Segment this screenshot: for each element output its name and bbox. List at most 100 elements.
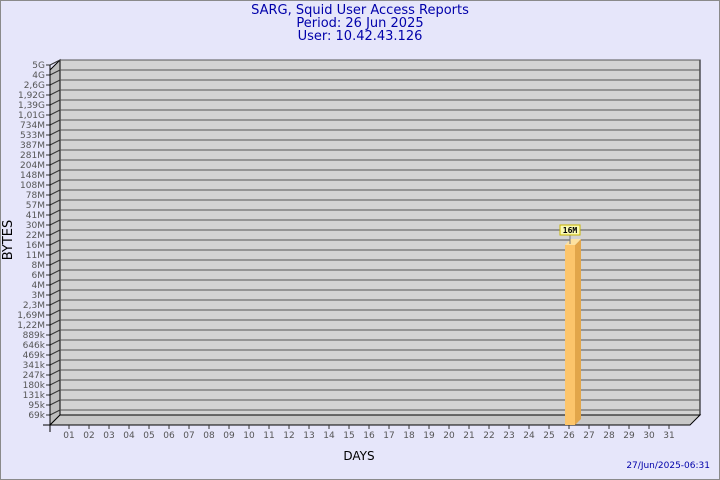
y-tick-label: 1,39G bbox=[18, 101, 45, 111]
y-tick-label: 1,92G bbox=[18, 91, 45, 101]
y-tick-label: 1,22M bbox=[17, 321, 45, 331]
y-tick-slant bbox=[49, 229, 61, 236]
y-tick-label: 131k bbox=[23, 391, 46, 401]
y-tick-slant bbox=[49, 219, 61, 226]
y-tick-slant bbox=[49, 139, 61, 146]
y-tick-slant bbox=[49, 179, 61, 186]
y-tick-slant bbox=[49, 249, 61, 256]
x-tick-label: 01 bbox=[63, 431, 74, 441]
x-tick-label: 23 bbox=[503, 431, 514, 441]
x-tick-label: 13 bbox=[303, 431, 314, 441]
x-tick-label: 09 bbox=[223, 431, 235, 441]
y-tick-label: 889k bbox=[23, 331, 46, 341]
y-tick-slant bbox=[49, 149, 61, 156]
y-tick-label: 734M bbox=[20, 121, 45, 131]
y-tick-label: 148M bbox=[20, 171, 45, 181]
bar-day-26 bbox=[565, 245, 575, 425]
y-tick-slant bbox=[49, 169, 61, 176]
y-tick-label: 387M bbox=[20, 141, 45, 151]
y-tick-slant bbox=[49, 279, 61, 286]
y-tick-slant bbox=[49, 189, 61, 196]
x-tick-label: 22 bbox=[483, 431, 494, 441]
y-tick-slant bbox=[49, 109, 61, 116]
x-tick-label: 16 bbox=[363, 431, 375, 441]
data-label-box bbox=[559, 224, 581, 236]
x-tick-label: 30 bbox=[643, 431, 655, 441]
y-tick-slant bbox=[49, 309, 61, 316]
x-tick-label: 31 bbox=[663, 431, 674, 441]
y-tick-label: 2,3M bbox=[23, 301, 45, 311]
y-tick-label: 281M bbox=[20, 151, 45, 161]
y-tick-label: 22M bbox=[26, 231, 45, 241]
floor bbox=[48, 414, 702, 426]
y-tick-slant bbox=[49, 119, 61, 126]
y-tick-slant bbox=[49, 259, 61, 266]
y-tick-slant bbox=[49, 79, 61, 86]
y-tick-label: 341k bbox=[23, 361, 46, 371]
y-tick-slant bbox=[49, 389, 61, 396]
data-label: 16M bbox=[563, 226, 578, 235]
bar-side bbox=[575, 239, 581, 425]
x-tick-label: 05 bbox=[143, 431, 154, 441]
y-tick-label: 4G bbox=[32, 71, 45, 81]
bar-top bbox=[565, 239, 581, 245]
y-tick-label: 108M bbox=[20, 181, 45, 191]
x-tick-label: 08 bbox=[203, 431, 215, 441]
y-tick-slant bbox=[49, 349, 61, 356]
x-tick-label: 26 bbox=[563, 431, 575, 441]
y-tick-slant bbox=[49, 399, 61, 406]
y-tick-slant bbox=[49, 89, 61, 96]
y-tick-slant bbox=[49, 299, 61, 306]
x-tick-label: 20 bbox=[443, 431, 455, 441]
y-tick-label: 78M bbox=[26, 191, 45, 201]
y-tick-label: 41M bbox=[26, 211, 45, 221]
chart-period: Period: 26 Jun 2025 bbox=[296, 16, 424, 31]
y-tick-label: 646k bbox=[23, 341, 46, 351]
x-tick-label: 07 bbox=[183, 431, 194, 441]
y-tick-slant bbox=[49, 69, 61, 76]
x-tick-label: 27 bbox=[583, 431, 594, 441]
y-tick-slant bbox=[49, 379, 61, 386]
y-tick-slant bbox=[49, 269, 61, 276]
y-tick-label: 30M bbox=[26, 221, 45, 231]
x-axis-label: DAYS bbox=[343, 449, 374, 463]
y-tick-slant bbox=[49, 319, 61, 326]
y-axis-label: BYTES bbox=[1, 220, 16, 261]
y-tick-slant bbox=[49, 339, 61, 346]
x-tick-label: 02 bbox=[83, 431, 94, 441]
y-tick-label: 2,6G bbox=[24, 81, 45, 91]
y-tick-label: 3M bbox=[32, 291, 46, 301]
y-tick-slant bbox=[49, 59, 61, 66]
y-tick-label: 69k bbox=[28, 411, 45, 421]
y-tick-slant bbox=[49, 129, 61, 136]
y-tick-slant bbox=[49, 199, 61, 206]
y-tick-label: 469k bbox=[23, 351, 46, 361]
x-tick-label: 03 bbox=[103, 431, 114, 441]
chart-user: User: 10.42.43.126 bbox=[297, 29, 423, 44]
x-tick-label: 24 bbox=[523, 431, 535, 441]
y-tick-slant bbox=[49, 209, 61, 216]
y-tick-label: 204M bbox=[20, 161, 45, 171]
y-tick-label: 180k bbox=[23, 381, 46, 391]
x-tick-label: 06 bbox=[163, 431, 175, 441]
x-tick-label: 18 bbox=[403, 431, 415, 441]
y-tick-label: 11M bbox=[26, 251, 45, 261]
y-tick-slant bbox=[49, 159, 61, 166]
y-tick-label: 1,01G bbox=[18, 111, 45, 121]
back-wall bbox=[59, 59, 701, 416]
x-tick-label: 29 bbox=[623, 431, 635, 441]
y-tick-label: 1,69M bbox=[17, 311, 45, 321]
y-tick-slant bbox=[49, 289, 61, 296]
y-tick-label: 247k bbox=[23, 371, 46, 381]
y-tick-slant bbox=[49, 359, 61, 366]
x-tick-label: 10 bbox=[243, 431, 255, 441]
x-tick-label: 14 bbox=[323, 431, 335, 441]
y-tick-slant bbox=[49, 329, 61, 336]
x-tick-label: 11 bbox=[263, 431, 274, 441]
chart-title: SARG, Squid User Access Reports bbox=[251, 3, 469, 18]
x-tick-label: 19 bbox=[423, 431, 435, 441]
x-tick-label: 04 bbox=[123, 431, 135, 441]
x-tick-label: 12 bbox=[283, 431, 294, 441]
x-tick-label: 17 bbox=[383, 431, 394, 441]
